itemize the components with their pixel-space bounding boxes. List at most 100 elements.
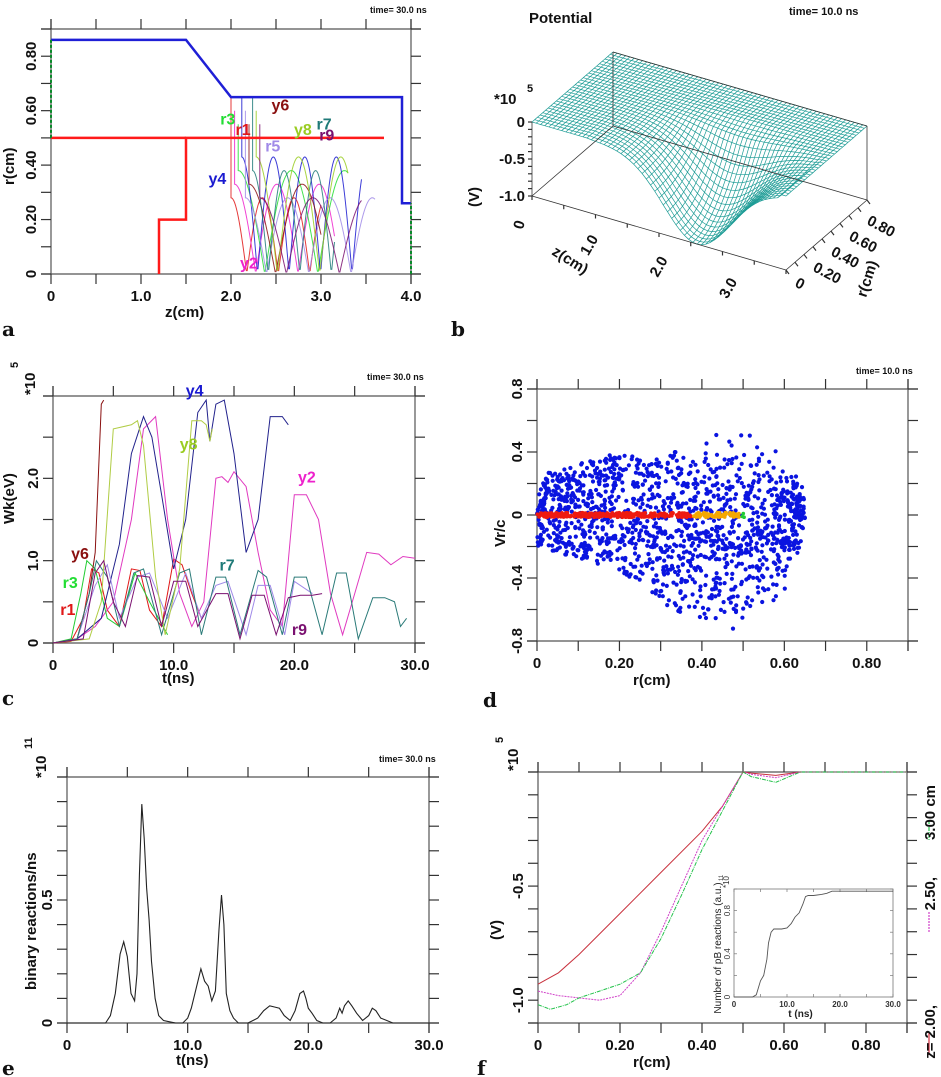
point-ions-blue <box>617 455 622 460</box>
point-ions-blue <box>600 525 606 530</box>
point-ions-blue <box>773 594 779 599</box>
point-ions-blue <box>588 535 593 540</box>
point-ions-blue <box>608 469 614 475</box>
point-ions-blue <box>665 603 670 608</box>
point-ions-blue <box>716 497 721 502</box>
point-ions-blue <box>756 590 761 595</box>
point-ions-blue <box>739 582 744 587</box>
point-ions-blue <box>576 519 581 524</box>
point-ions-blue <box>802 515 808 521</box>
panel-a-time-label: time= 30.0 ns <box>370 5 427 15</box>
point-ions-blue <box>704 441 709 446</box>
point-ions-blue <box>731 606 736 612</box>
point-beam-red <box>632 514 636 519</box>
point-ions-blue <box>751 532 756 538</box>
point-ions-blue <box>793 529 798 534</box>
point-ions-blue <box>724 571 729 577</box>
point-ions-blue <box>541 529 547 534</box>
mesh-line-r <box>567 91 822 176</box>
point-ions-blue <box>767 459 772 464</box>
point-ions-blue <box>637 534 642 539</box>
point-ions-blue <box>698 552 703 558</box>
point-ions-blue <box>555 484 560 489</box>
panel-letter-e: e <box>2 1056 15 1077</box>
point-ions-blue <box>728 531 733 536</box>
point-beam-orange <box>722 515 727 519</box>
point-beam-red <box>624 511 628 515</box>
point-beam-red <box>572 515 577 519</box>
point-ions-blue <box>584 465 590 471</box>
point-ions-blue <box>709 526 715 532</box>
point-ions-blue <box>581 499 586 504</box>
point-ions-blue <box>633 541 638 547</box>
point-ions-blue <box>765 470 770 475</box>
point-ions-blue <box>729 443 734 448</box>
point-ions-blue <box>620 480 625 485</box>
mesh-line-r <box>558 98 814 199</box>
point-ions-blue <box>730 626 736 631</box>
panel-b-zlabel: (V) <box>466 187 483 207</box>
point-ions-blue <box>617 546 622 551</box>
point-ions-blue <box>621 565 626 570</box>
point-ions-blue <box>649 462 654 467</box>
point-ions-blue <box>677 568 682 574</box>
point-ions-blue <box>579 462 584 467</box>
point-ions-blue <box>760 452 765 457</box>
point-ions-blue <box>723 565 728 570</box>
mesh-line-r <box>545 109 800 228</box>
point-ions-blue <box>661 499 666 504</box>
point-ions-blue <box>750 522 755 527</box>
panel-a-xlabel: z(cm) <box>165 304 204 321</box>
point-ions-blue <box>710 483 715 488</box>
point-ions-blue <box>724 536 729 541</box>
series-y2 <box>52 415 416 644</box>
point-ions-blue <box>734 564 739 569</box>
point-ions-blue <box>749 546 754 552</box>
series-label-r1: r1 <box>60 602 75 619</box>
point-ions-blue <box>676 472 682 478</box>
trajectory-label-y2: y2 <box>240 256 258 273</box>
point-ions-blue <box>556 524 562 529</box>
point-ions-blue <box>790 528 795 533</box>
point-ions-blue <box>616 539 622 544</box>
point-ions-blue <box>649 484 655 489</box>
point-ions-blue <box>669 555 674 560</box>
point-ions-blue <box>675 572 681 577</box>
trajectory-label-y4: y4 <box>209 171 227 188</box>
x-tick-label: 3.0 <box>311 288 332 305</box>
point-ions-blue <box>691 508 696 513</box>
point-ions-blue <box>776 517 782 523</box>
point-ions-blue <box>782 545 788 550</box>
point-ions-blue <box>690 541 696 546</box>
point-ions-blue <box>666 470 671 475</box>
point-ions-blue <box>602 467 607 472</box>
v-tick-label: -0.5 <box>499 151 525 168</box>
point-ions-blue <box>535 540 540 545</box>
point-ions-blue <box>687 537 692 542</box>
point-ions-blue <box>785 538 790 544</box>
point-ions-blue <box>744 548 749 553</box>
point-ions-blue <box>693 462 698 467</box>
point-ions-blue <box>731 587 736 592</box>
point-beam-orange <box>727 512 732 517</box>
point-ions-blue <box>683 579 688 584</box>
point-ions-blue <box>760 501 765 506</box>
point-ions-blue <box>602 517 608 522</box>
point-ions-blue <box>715 575 720 580</box>
point-ions-blue <box>572 470 577 475</box>
v-tick-label: 0 <box>517 114 525 131</box>
point-ions-blue <box>731 594 736 599</box>
point-ions-blue <box>647 487 653 492</box>
point-ions-blue <box>747 574 752 579</box>
point-ions-blue <box>648 533 653 538</box>
point-ions-blue <box>584 543 589 548</box>
point-ions-blue <box>564 471 569 476</box>
point-beam-red <box>637 511 641 515</box>
point-ions-blue <box>750 481 756 486</box>
point-ions-blue <box>758 536 763 541</box>
panel-d-ylabel: Vr/c <box>492 519 509 547</box>
inset-x-tick-label: 10.0 <box>779 1000 795 1009</box>
panel-a-ylabel: r(cm) <box>1 147 18 185</box>
point-ions-blue <box>774 480 779 485</box>
point-ions-blue <box>745 503 750 508</box>
